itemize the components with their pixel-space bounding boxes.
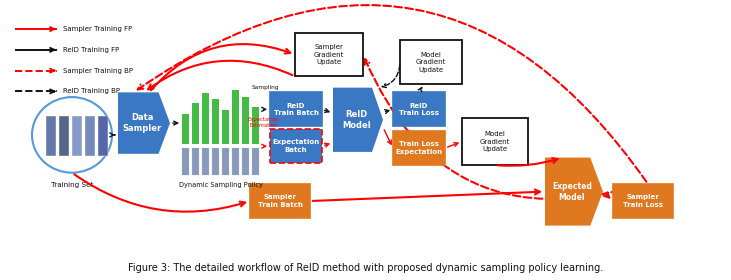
Text: Sampler
Train Batch: Sampler Train Batch — [257, 194, 303, 208]
Bar — [212, 99, 219, 144]
FancyBboxPatch shape — [462, 118, 528, 165]
Text: Data
Sampler: Data Sampler — [122, 113, 162, 133]
Bar — [202, 93, 209, 144]
Bar — [232, 90, 239, 144]
FancyBboxPatch shape — [242, 148, 249, 175]
Text: Sampler Training FP: Sampler Training FP — [63, 26, 132, 32]
FancyBboxPatch shape — [393, 92, 445, 126]
Text: ReID
Train Loss: ReID Train Loss — [399, 103, 439, 116]
FancyBboxPatch shape — [202, 148, 209, 175]
FancyBboxPatch shape — [98, 116, 108, 156]
Bar — [252, 106, 259, 144]
Text: Sampler
Train Loss: Sampler Train Loss — [623, 194, 663, 208]
FancyBboxPatch shape — [393, 131, 445, 165]
Text: Sampler Training BP: Sampler Training BP — [63, 68, 133, 74]
Polygon shape — [118, 92, 170, 154]
Bar — [192, 103, 199, 144]
FancyBboxPatch shape — [59, 116, 69, 156]
Text: Expected
Model: Expected Model — [552, 181, 592, 202]
Text: ReID
Train Batch: ReID Train Batch — [273, 103, 319, 116]
FancyBboxPatch shape — [212, 148, 219, 175]
Text: Sampling: Sampling — [251, 85, 279, 90]
Bar — [182, 114, 189, 144]
FancyBboxPatch shape — [613, 184, 673, 218]
Text: Model
Gradient
Update: Model Gradient Update — [416, 52, 446, 73]
FancyBboxPatch shape — [182, 148, 189, 175]
Text: Training Set: Training Set — [50, 182, 94, 188]
FancyBboxPatch shape — [46, 116, 56, 156]
Text: ReID Training FP: ReID Training FP — [63, 47, 119, 53]
FancyBboxPatch shape — [72, 116, 82, 156]
Polygon shape — [545, 158, 603, 226]
Text: Sampler
Gradient
Update: Sampler Gradient Update — [314, 44, 344, 65]
FancyBboxPatch shape — [250, 184, 310, 218]
FancyBboxPatch shape — [270, 129, 322, 163]
Text: ReID
Model: ReID Model — [342, 110, 371, 130]
Bar — [222, 110, 229, 144]
FancyBboxPatch shape — [192, 148, 199, 175]
Text: Figure 3: The detailed workflow of ReID method with proposed dynamic sampling po: Figure 3: The detailed workflow of ReID … — [128, 263, 603, 273]
Text: Expectation
Estimation: Expectation Estimation — [248, 118, 279, 128]
FancyBboxPatch shape — [270, 92, 322, 126]
FancyBboxPatch shape — [295, 33, 363, 76]
Text: Dynamic Sampling Policy: Dynamic Sampling Policy — [178, 182, 262, 188]
FancyBboxPatch shape — [400, 40, 462, 84]
Text: Model
Gradient
Update: Model Gradient Update — [480, 131, 510, 152]
FancyBboxPatch shape — [85, 116, 95, 156]
FancyBboxPatch shape — [252, 148, 259, 175]
Text: ReID Training BP: ReID Training BP — [63, 88, 120, 94]
Polygon shape — [333, 88, 383, 152]
Text: Expectation
Batch: Expectation Batch — [273, 139, 319, 153]
Bar — [242, 97, 249, 144]
FancyBboxPatch shape — [222, 148, 229, 175]
Text: Train Loss
Expectation: Train Loss Expectation — [395, 141, 442, 155]
FancyBboxPatch shape — [232, 148, 239, 175]
